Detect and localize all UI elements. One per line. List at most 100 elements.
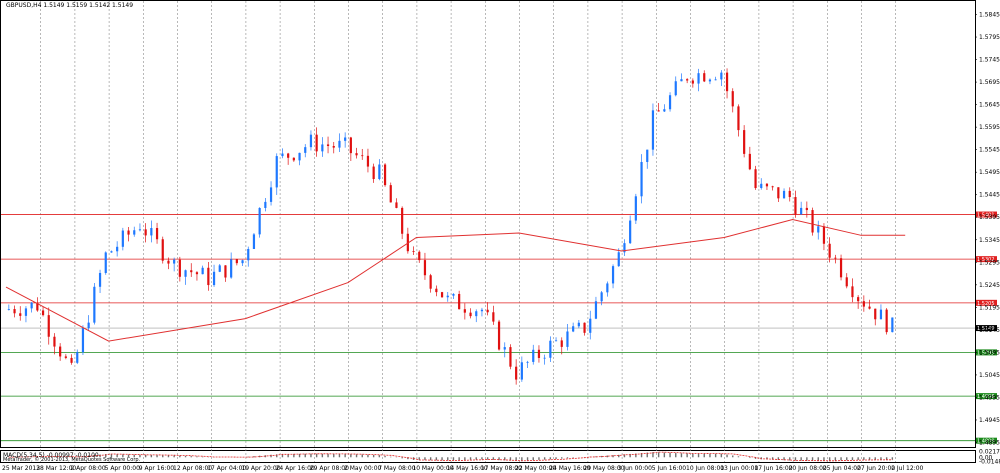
candle [423,252,427,280]
price-tick-label: 1.5545 [979,147,1000,154]
candle [583,322,586,336]
candle [480,307,484,317]
candle [754,165,757,190]
time-tick-label: 17 May 08:00 [481,465,522,472]
price-tick-label: 1.5195 [979,304,1000,311]
candle [839,254,843,281]
macd-label: MACD(5,34,5) -0.00997 -0.0100 [3,452,99,459]
candle [469,308,472,319]
candle [725,68,729,99]
candle [765,182,769,191]
time-tick-label: 25 Mar 2013 [2,465,40,472]
candle [389,182,392,203]
time-tick-label: 27 Jun 20:00 [857,465,895,472]
price-tick-label: 1.5445 [979,192,1000,199]
level-value: 1.5095 [977,350,995,356]
candle [435,285,438,297]
candle [771,185,774,191]
candle [315,127,318,157]
candle [805,201,808,218]
candle [594,296,598,320]
time-tick-label: 17 Apr 04:00 [207,465,246,472]
candle [184,269,187,285]
price-tick-label: 1.5145 [979,327,1000,334]
candle [811,207,814,236]
candle [304,144,307,158]
time-tick-label: 7 May 08:00 [378,465,416,472]
candle [874,308,877,326]
level-badge: 1.5205 [976,299,997,307]
candle [104,251,107,275]
candle [748,146,751,171]
candle [606,281,609,297]
candle [743,125,746,158]
candle [116,241,119,257]
candle [429,273,432,293]
candle [155,222,159,244]
candle [110,250,113,253]
candle [19,306,22,321]
candle [98,269,102,293]
candle [549,336,552,363]
candle [144,223,147,243]
candle [93,282,96,325]
candle [857,295,860,309]
candle [418,250,421,263]
time-tick-label: 13 Jun 00:00 [720,465,758,472]
main-panel-frame [0,0,976,448]
candle [150,220,153,243]
candle [537,345,541,363]
candle [190,263,193,277]
candle [458,290,461,310]
candle [720,70,723,87]
macd-panel-frame [0,450,976,463]
price-tick-label: 1.5245 [979,282,1000,289]
candle [543,354,546,365]
candle [731,88,734,113]
macd-tick-label: -0.01486 [979,458,1000,465]
candle [378,159,381,181]
candle [680,73,683,82]
candle [629,215,632,244]
price-tick-label: 1.5695 [979,79,1000,86]
candle [292,157,295,162]
current-price-badge: 1.5149 [976,325,997,332]
candle [258,207,261,238]
candle [703,70,706,83]
price-tick-label: 1.5095 [979,349,1000,356]
time-tick-label: 2 May 00:00 [344,465,382,472]
candle [275,153,278,195]
candle [241,259,244,267]
candle [349,136,352,162]
candle [475,309,478,323]
price-axis: 1.5845 1.5795 1.5745 1.5695 1.5645 1.5595 1.55… [975,12,1000,446]
candle [53,333,56,355]
candle [879,304,883,320]
level-value: 1.4899 [977,439,995,445]
candle [566,323,569,351]
candle [646,149,649,169]
candle [800,201,803,215]
price-tick-label: 1.5845 [979,12,1000,19]
candle [486,302,489,316]
candle [247,246,250,267]
candle [440,291,444,298]
current-price-value: 1.5149 [977,326,995,332]
candle [167,257,170,270]
candle [36,297,39,312]
time-tick-label: 10 May 00:00 [412,465,453,472]
candle [663,104,666,112]
candle [298,152,301,166]
candle [87,315,90,331]
candle [560,337,563,355]
time-tick-label: 17 Jun 16:00 [754,465,792,472]
time-tick-label: 12 Apr 08:00 [173,465,212,472]
candle [76,349,79,365]
candle [572,322,575,333]
candle [412,246,415,255]
candle [868,299,871,310]
symbol-info-label: GBPUSD,H4 1.5149 1.5159 1.5142 1.5149 [6,2,133,9]
candle [406,227,409,254]
